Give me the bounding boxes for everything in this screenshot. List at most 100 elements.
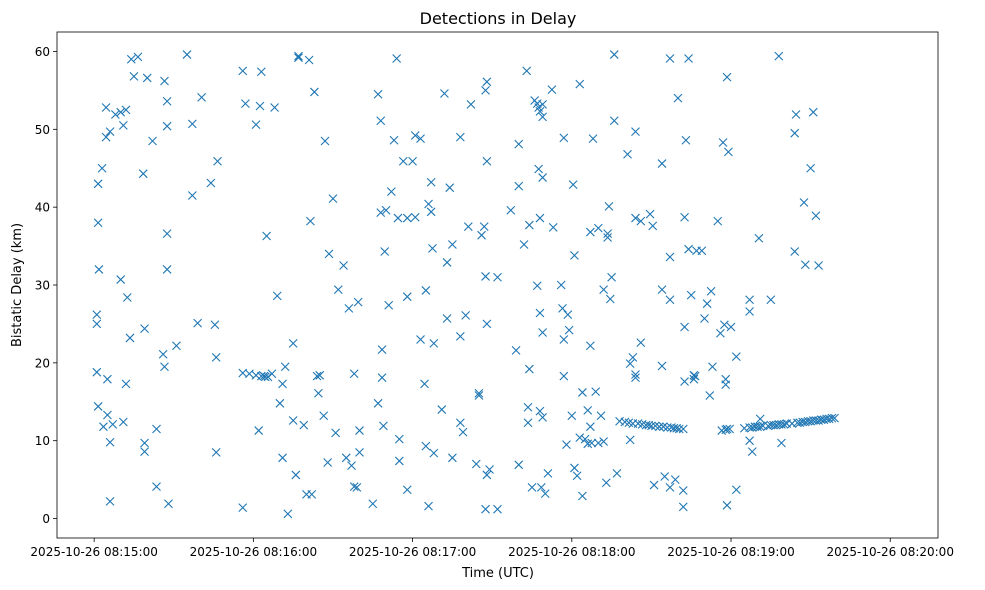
data-point: [355, 447, 364, 457]
data-point: [310, 87, 319, 97]
data-point: [394, 456, 404, 466]
data-point: [523, 402, 533, 412]
data-point: [428, 244, 437, 253]
data-point: [493, 272, 502, 282]
data-point: [389, 135, 399, 145]
data-point: [92, 310, 102, 319]
data-point: [280, 362, 290, 372]
data-point: [722, 500, 732, 510]
data-point: [583, 405, 593, 415]
data-point: [288, 338, 298, 348]
data-point: [604, 201, 614, 211]
data-point: [718, 138, 728, 147]
data-point: [373, 89, 383, 99]
data-point: [808, 107, 818, 117]
data-point: [380, 247, 390, 256]
data-point: [485, 465, 494, 474]
data-point: [722, 72, 732, 82]
data-point: [347, 461, 356, 470]
data-point: [684, 244, 693, 254]
data-point: [93, 402, 103, 411]
data-point: [777, 438, 786, 448]
data-point: [482, 319, 492, 329]
data-point: [575, 79, 585, 89]
data-point: [424, 501, 433, 511]
data-point: [92, 367, 102, 377]
data-point: [697, 246, 707, 256]
data-point: [402, 213, 412, 223]
data-point: [723, 147, 733, 157]
data-point: [442, 314, 452, 323]
data-point: [799, 198, 809, 207]
data-point: [830, 413, 839, 423]
data-point: [538, 328, 548, 337]
data-point: [481, 504, 490, 514]
data-point: [523, 418, 533, 428]
data-point: [160, 362, 169, 372]
data-point: [681, 135, 691, 145]
x-tick-label: 2025-10-26 08:19:00: [667, 545, 794, 559]
data-point: [800, 260, 810, 270]
data-point: [105, 437, 115, 447]
data-point: [92, 319, 102, 329]
data-point: [140, 438, 149, 448]
data-point: [312, 371, 322, 381]
data-point: [535, 213, 545, 223]
data-point: [138, 169, 148, 179]
data-point: [514, 460, 524, 470]
data-point: [648, 221, 658, 231]
data-point: [331, 428, 341, 438]
y-tick-label: 50: [35, 123, 50, 137]
data-point: [442, 258, 452, 267]
data-point: [684, 54, 693, 63]
data-point: [649, 480, 659, 490]
data-point: [152, 482, 161, 492]
data-point: [689, 374, 699, 384]
data-point: [680, 322, 689, 332]
data-point: [587, 438, 597, 448]
data-point: [605, 294, 615, 304]
data-point: [474, 391, 484, 400]
data-point: [482, 470, 492, 480]
data-point: [471, 459, 481, 469]
data-point: [384, 300, 394, 310]
data-point: [349, 369, 359, 379]
data-point: [437, 405, 447, 414]
data-point: [562, 440, 571, 449]
data-point: [288, 416, 298, 425]
data-point: [563, 310, 573, 319]
data-point: [538, 112, 548, 122]
data-point: [631, 373, 640, 383]
data-point: [408, 156, 417, 166]
data-point: [304, 55, 314, 65]
data-point: [260, 372, 270, 382]
data-point: [506, 205, 516, 215]
data-point: [458, 427, 468, 437]
data-point: [596, 411, 606, 421]
data-point: [527, 483, 537, 492]
data-point: [585, 227, 595, 237]
data-point: [625, 359, 635, 369]
data-point: [725, 424, 735, 434]
data-point: [429, 338, 439, 348]
data-point: [429, 448, 439, 458]
data-point: [320, 136, 330, 146]
data-point: [255, 101, 265, 111]
data-point: [599, 285, 609, 295]
data-point: [244, 369, 254, 379]
data-point: [631, 127, 640, 137]
data-point: [376, 116, 386, 126]
y-axis: 0 10 20 30 40 50 60: [35, 45, 57, 526]
data-point: [101, 132, 111, 142]
data-point: [394, 434, 404, 444]
data-point: [339, 261, 348, 270]
data-point: [591, 387, 601, 397]
data-point: [479, 222, 489, 232]
data-point: [122, 293, 132, 302]
data-point: [238, 503, 248, 513]
data-point: [368, 499, 378, 509]
data-point: [524, 364, 534, 374]
data-point: [657, 361, 667, 371]
data-point: [402, 485, 412, 495]
data-point: [585, 341, 595, 351]
